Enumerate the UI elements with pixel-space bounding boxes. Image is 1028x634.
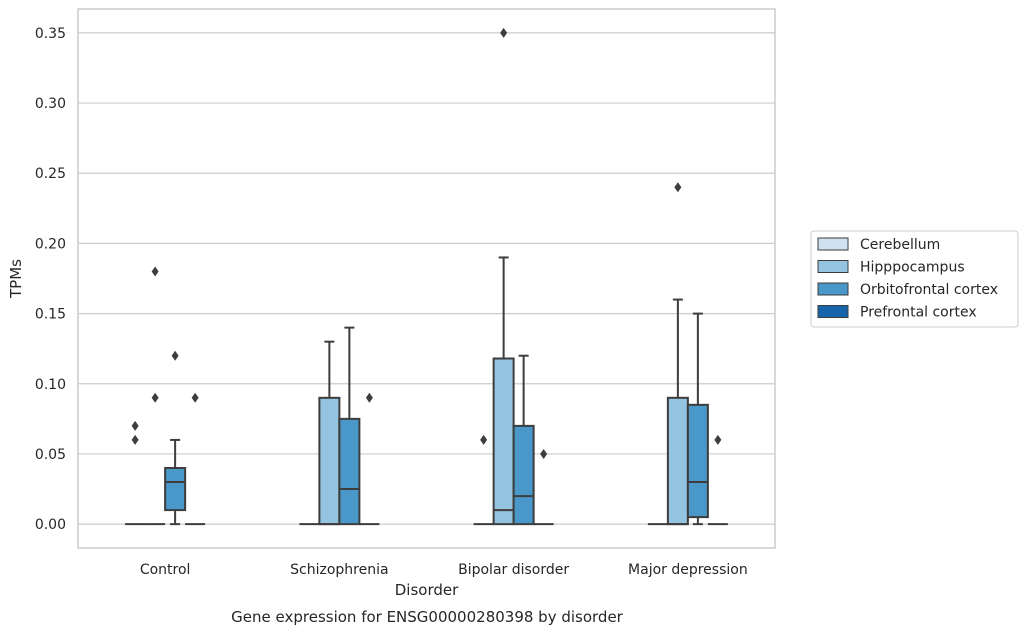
box-groups [125, 27, 728, 526]
outlier-point [131, 434, 139, 445]
box [318, 396, 341, 526]
outlier-point [171, 350, 179, 361]
box [686, 403, 709, 519]
legend-label: Orbitofrontal cortex [860, 282, 998, 298]
box [338, 417, 361, 526]
legend-label: Prefrontal cortex [860, 305, 977, 321]
chart-caption: Gene expression for ENSG00000280398 by d… [231, 608, 624, 626]
x-axis-ticks: Control Schizophrenia Bipolar disorder Majo… [140, 562, 748, 578]
gridlines [78, 32, 775, 525]
outlier-point [151, 266, 159, 277]
y-axis-ticks: 0.00 0.05 0.10 0.15 0.20 0.25 0.30 0.35 [35, 26, 66, 533]
box [512, 424, 535, 526]
outlier-point [151, 392, 159, 403]
y-tick-label: 0.25 [35, 166, 66, 182]
x-tick-label: Major depression [628, 562, 748, 578]
y-tick-label: 0.10 [35, 377, 66, 393]
y-axis-label: TPMs [7, 259, 25, 299]
box-hipppocampus [318, 340, 341, 526]
legend-box [810, 230, 1019, 328]
outlier-point [365, 392, 373, 403]
box-cerebellum [125, 420, 146, 526]
box-hipppocampus [145, 266, 166, 526]
x-tick-label: Schizophrenia [290, 562, 388, 578]
box-hipppocampus [666, 182, 689, 526]
y-tick-label: 0.00 [35, 517, 66, 533]
legend-swatch [817, 260, 849, 273]
legend: Cerebellum Hipppocampus Orbitofrontal cort… [810, 230, 1019, 328]
y-tick-label: 0.30 [35, 96, 66, 112]
box-prefrontal-cortex [707, 434, 728, 526]
legend-swatch [817, 282, 849, 296]
box-orbitofrontal-cortex [686, 312, 709, 526]
box [164, 466, 187, 512]
legend-item: Cerebellum [817, 237, 940, 253]
outlier-point [131, 420, 139, 431]
plot-frame [77, 8, 776, 549]
legend-label: Hipppocampus [860, 260, 965, 276]
box-orbitofrontal-cortex [512, 354, 535, 526]
x-tick-label: Bipolar disorder [458, 562, 569, 578]
y-tick-label: 0.15 [35, 307, 66, 323]
box-prefrontal-cortex [359, 392, 380, 526]
box-orbitofrontal-cortex [164, 350, 187, 526]
outlier-point [714, 434, 722, 445]
legend-swatch [817, 237, 849, 251]
y-tick-label: 0.35 [35, 26, 66, 42]
box [666, 396, 689, 526]
box-orbitofrontal-cortex [338, 326, 361, 526]
legend-item: Hipppocampus [817, 260, 965, 276]
legend-item: Prefrontal cortex [817, 305, 977, 321]
box-prefrontal-cortex [185, 392, 206, 526]
y-tick-label: 0.20 [35, 236, 66, 252]
outlier-point [500, 27, 508, 38]
x-tick-label: Control [140, 562, 191, 578]
outlier-point [191, 392, 199, 403]
legend-label: Cerebellum [860, 237, 940, 253]
box-prefrontal-cortex [533, 448, 554, 526]
legend-swatch [817, 305, 849, 318]
box-cerebellum [473, 434, 494, 526]
outlier-point [674, 182, 682, 193]
box [492, 357, 515, 526]
outlier-point [480, 434, 488, 445]
legend-item: Orbitofrontal cortex [817, 282, 998, 298]
outlier-point [540, 448, 548, 459]
box-hipppocampus [492, 27, 515, 526]
y-tick-label: 0.05 [35, 447, 66, 463]
x-axis-label: Disorder [395, 581, 459, 599]
